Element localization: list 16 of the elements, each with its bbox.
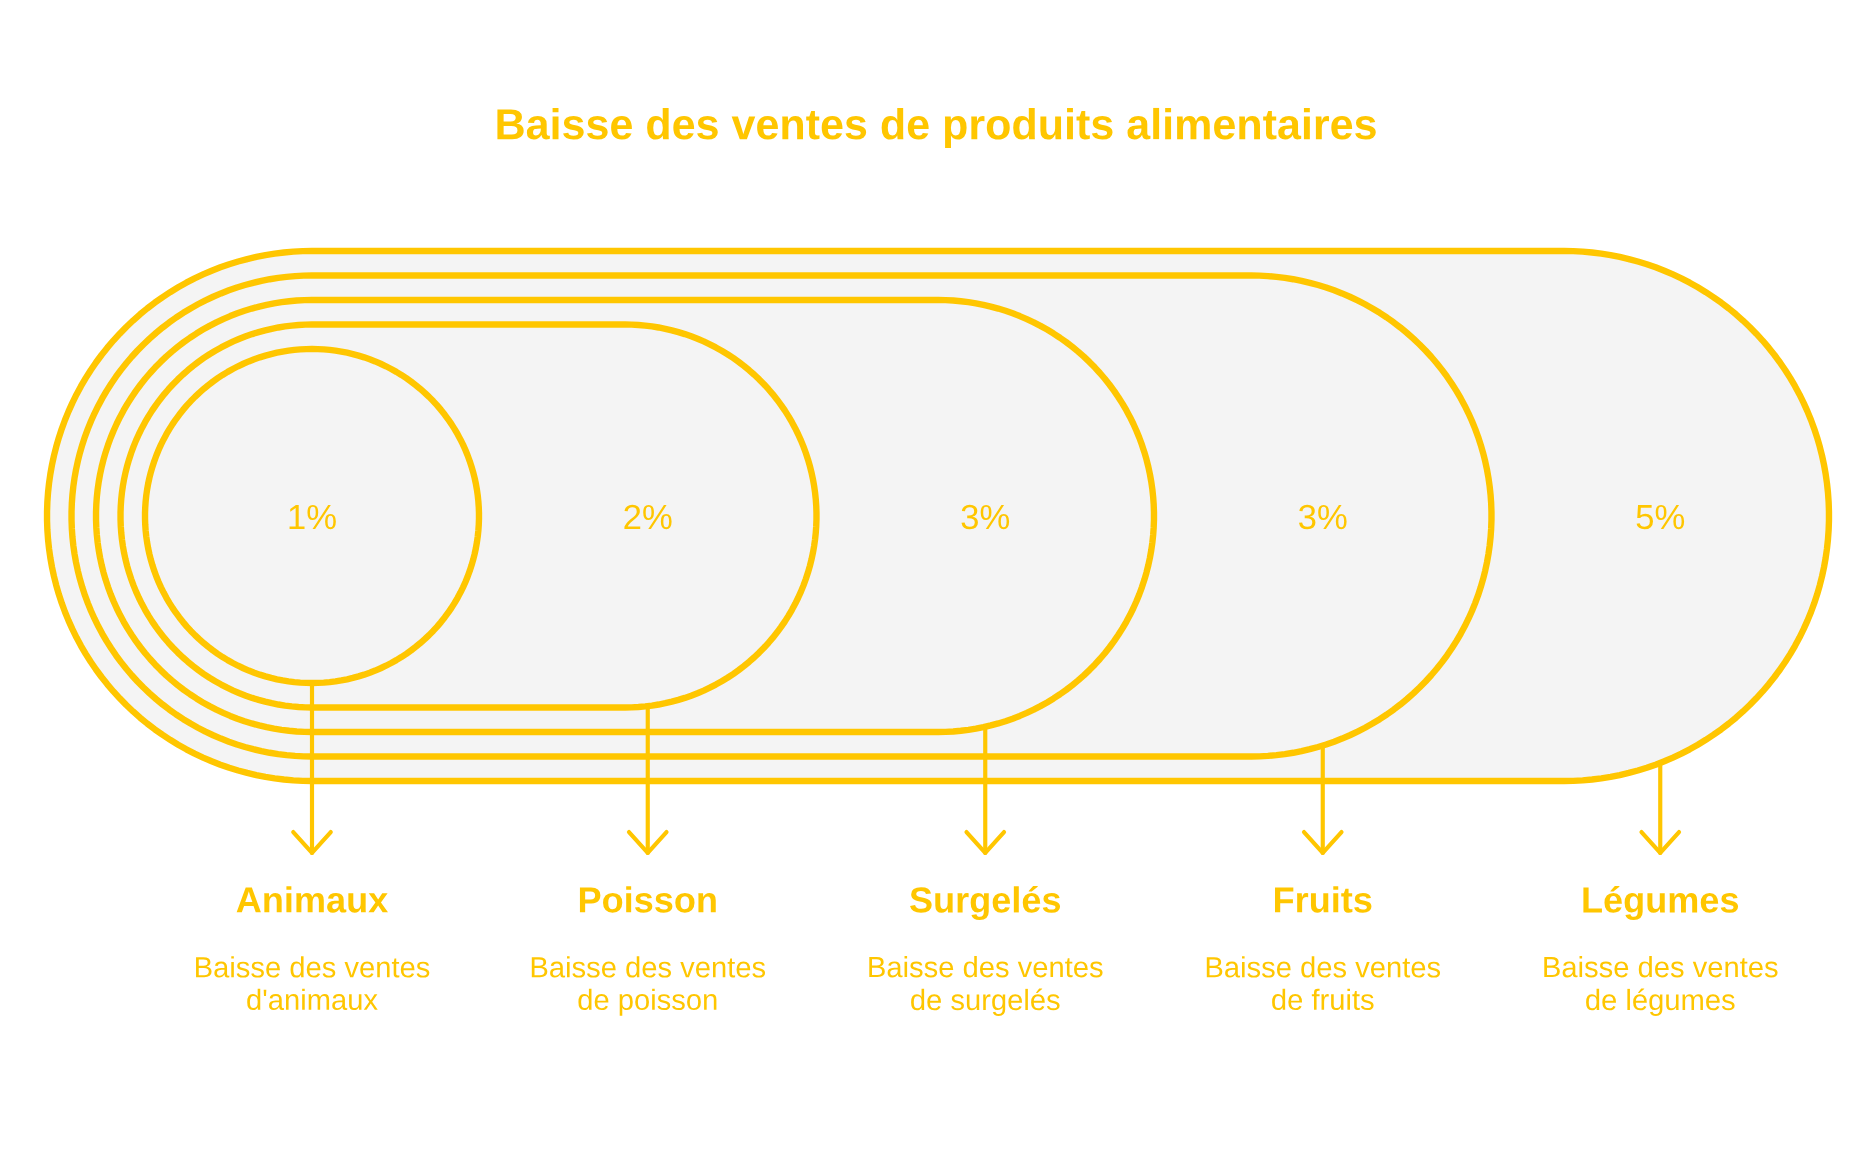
text: Baisse des ventes de légumes	[1544, 955, 1778, 1017]
category-label: Poisson	[579, 886, 716, 913]
data-label: 1%	[289, 504, 336, 530]
text: Baisse des ventes d'animaux	[196, 956, 430, 1011]
text: Baisse des ventes de fruits	[1206, 956, 1441, 1011]
data-label: 5%	[1636, 504, 1685, 530]
data-label: 2%	[624, 504, 672, 530]
text: Baisse des ventes de produits alimentaires	[497, 107, 1376, 149]
text: Baisse des ventes de surgelés	[869, 955, 1103, 1017]
category-label: Animaux	[236, 886, 388, 913]
category-label: Surgelés	[910, 885, 1061, 921]
data-label: 3%	[1298, 504, 1347, 530]
data-label: 3%	[961, 504, 1010, 530]
category-label: Légumes	[1583, 885, 1739, 921]
category-label: Fruits	[1275, 886, 1372, 913]
text: Baisse des ventes de poisson	[531, 956, 766, 1016]
